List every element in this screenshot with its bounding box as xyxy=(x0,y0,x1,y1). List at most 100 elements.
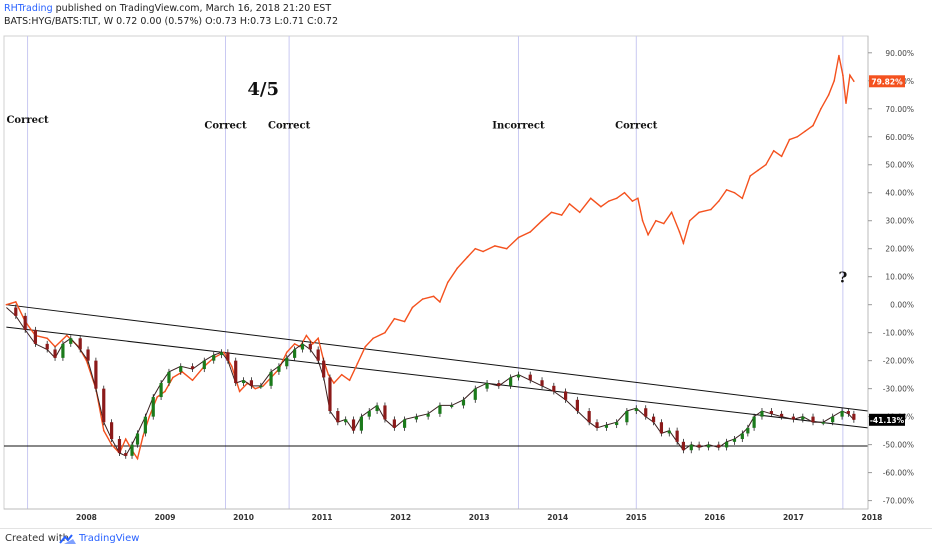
series-point xyxy=(833,79,836,82)
tradingview-logo-icon xyxy=(59,534,76,544)
tradingview-brand[interactable]: TradingView xyxy=(79,533,140,544)
plot-area xyxy=(3,35,869,510)
candle-body xyxy=(308,343,312,350)
candle-body xyxy=(564,391,568,400)
series-point xyxy=(631,200,634,202)
y-tick-label: -20.00% xyxy=(883,357,914,366)
series-point xyxy=(164,390,166,393)
series-point xyxy=(741,197,744,200)
series-point xyxy=(842,74,844,76)
candle-body xyxy=(53,349,57,358)
candle-body xyxy=(706,444,711,448)
candle-body xyxy=(359,416,363,431)
series-point xyxy=(432,295,435,298)
y-tick-label: 70.00% xyxy=(885,105,914,114)
candle-body xyxy=(124,453,128,456)
candle-body xyxy=(78,338,82,350)
trendline xyxy=(6,304,869,412)
series-point xyxy=(393,317,396,320)
series-point xyxy=(46,337,48,340)
series-point xyxy=(327,373,330,376)
candle-body xyxy=(801,416,805,420)
candle-body xyxy=(667,430,671,434)
x-tick-label: 2014 xyxy=(547,513,568,522)
series-point xyxy=(254,387,257,390)
y-tick-label: 90.00% xyxy=(885,49,914,58)
chart-annotation: Correct xyxy=(268,120,311,131)
series-point xyxy=(710,208,712,211)
candle-body xyxy=(846,411,850,414)
series-point xyxy=(333,382,335,384)
series-point xyxy=(550,211,553,214)
series-point xyxy=(600,205,602,208)
candle-body xyxy=(117,439,122,454)
series-point xyxy=(14,301,17,303)
candle-body xyxy=(375,405,379,412)
publisher-link[interactable]: RHTrading xyxy=(4,3,53,14)
series-point xyxy=(615,197,618,200)
x-tick-label: 2008 xyxy=(76,513,97,522)
candle-body xyxy=(450,405,454,407)
candle-body xyxy=(461,399,466,406)
series-point xyxy=(348,379,351,382)
y-tick-label: 40.00% xyxy=(885,189,914,198)
candle-body xyxy=(293,349,297,358)
candle-body xyxy=(367,411,371,417)
series-point xyxy=(223,351,225,354)
series-point xyxy=(725,189,728,191)
candle-body xyxy=(167,371,171,384)
series-point xyxy=(191,379,194,382)
series-point xyxy=(717,200,720,202)
series-point xyxy=(560,214,563,216)
y-tick-label: -50.00% xyxy=(883,441,914,450)
series-point xyxy=(529,231,532,233)
candle-body xyxy=(540,380,544,386)
series-point xyxy=(364,345,367,348)
series-point xyxy=(262,385,265,387)
series-point xyxy=(5,303,8,306)
series-point xyxy=(136,457,139,460)
series-point xyxy=(655,219,657,222)
candle-body xyxy=(689,444,693,451)
chart-annotation: 4/5 xyxy=(247,79,279,100)
symbol-line: BATS:HYG/BATS:TLT, W 0.72 0.00 (0.57%) O… xyxy=(4,16,338,27)
x-tick-label: 2010 xyxy=(233,513,254,522)
series-point xyxy=(838,54,840,57)
candle-body xyxy=(634,408,638,412)
candle-body xyxy=(615,422,619,426)
series-point xyxy=(446,281,449,284)
chart-annotation: ? xyxy=(838,268,847,286)
series-point xyxy=(788,138,791,141)
series-point xyxy=(853,80,855,83)
series-point xyxy=(317,337,319,340)
series-point xyxy=(698,211,700,214)
candle-body xyxy=(732,439,737,442)
series-point xyxy=(796,135,799,138)
series-point xyxy=(439,301,441,303)
x-tick-label: 2013 xyxy=(469,513,490,522)
candle-body xyxy=(45,343,49,350)
chart-annotation: Correct xyxy=(204,120,247,131)
series-point xyxy=(568,203,571,205)
y-tick-label: -70.00% xyxy=(883,497,914,506)
candle-body xyxy=(769,411,773,414)
candle-body xyxy=(840,411,844,417)
candle-body xyxy=(259,385,263,388)
series-point xyxy=(765,163,767,166)
candle-body xyxy=(780,413,784,417)
series-point xyxy=(311,343,314,345)
series-point xyxy=(688,219,691,222)
candle-body xyxy=(681,441,686,451)
candle-body xyxy=(23,315,27,330)
series-point xyxy=(623,191,626,194)
series-point xyxy=(804,130,806,132)
series-point xyxy=(494,245,496,247)
series-point xyxy=(456,267,459,270)
candle-body xyxy=(644,408,648,417)
candle-body xyxy=(285,357,289,367)
series-point xyxy=(589,197,592,200)
candle-body xyxy=(625,411,629,423)
candle-body xyxy=(575,399,579,412)
series-point xyxy=(148,415,151,418)
